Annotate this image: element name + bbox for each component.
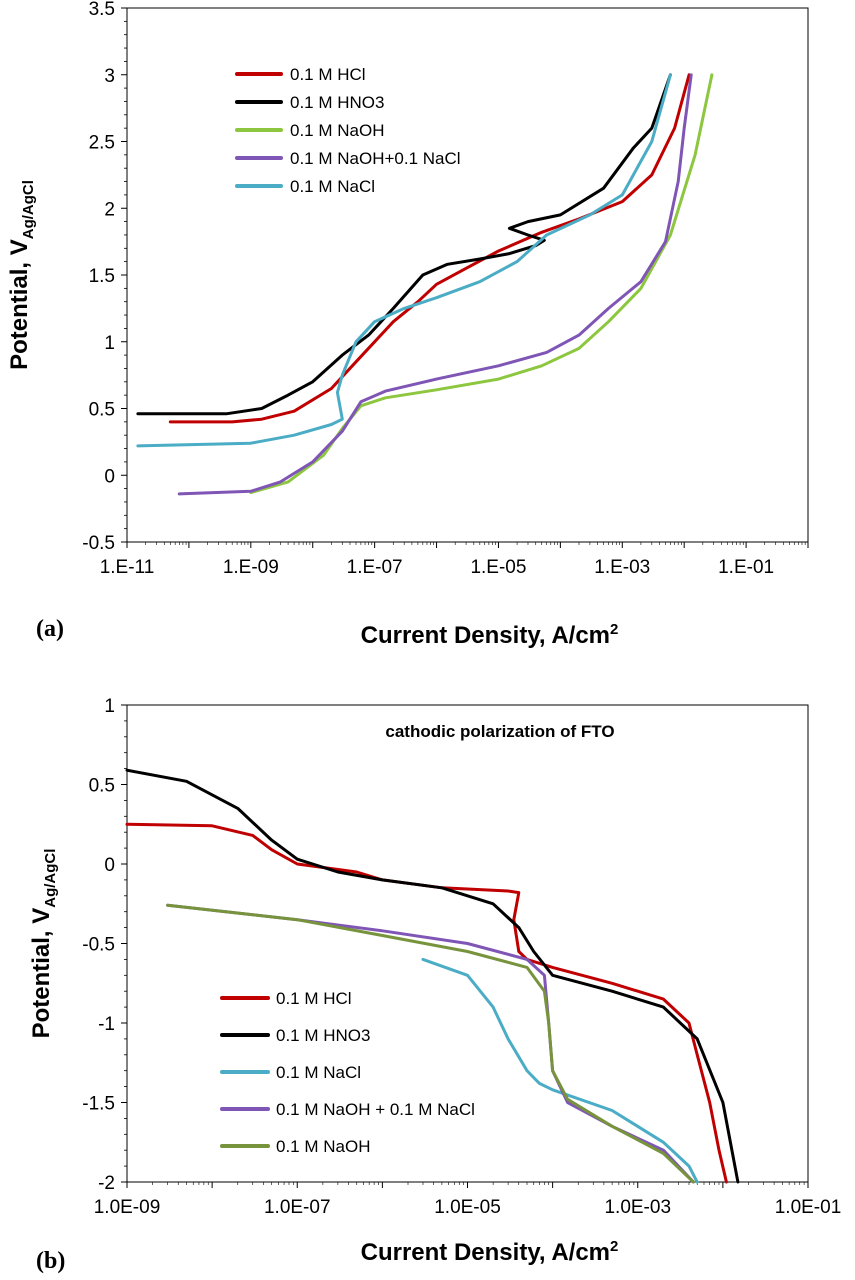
legend-label: 0.1 M NaOH + 0.1 M NaCl — [276, 1100, 475, 1119]
chart-panel-2: -2 -1.5 -1 -0.5 0 0.5 1 1.0E-09 1.0E-07 1.0E-05 1.… — [28, 696, 841, 1274]
y-tick-label: 1 — [104, 333, 115, 354]
series-line-1 — [168, 73, 691, 424]
series-line-4 — [177, 73, 693, 496]
series-line-2 — [136, 73, 672, 416]
y-tick-label: -1 — [98, 1014, 115, 1035]
series-line-1 — [125, 822, 728, 1184]
series-line-3 — [421, 957, 699, 1184]
panel-label: (b) — [36, 1248, 65, 1274]
x-tick-label: 1.E-03 — [594, 557, 650, 578]
legend-label: 0.1 M HCl — [276, 989, 352, 1008]
plot-area — [126, 7, 809, 543]
y-tick-label: -0.5 — [82, 533, 115, 554]
x-tick-label: 1.E-11 — [100, 557, 155, 578]
x-tick-label: 1.0E-03 — [604, 1197, 671, 1218]
y-tick-label: 3.5 — [89, 0, 115, 20]
x-axis-label: Current Density, A/cm2 — [361, 621, 619, 649]
y-tick-label: -2 — [98, 1173, 115, 1194]
x-tick-label: 1.E-09 — [223, 557, 279, 578]
y-tick-label: -1.5 — [82, 1094, 115, 1115]
series-line-5 — [166, 903, 695, 1184]
x-tick-label: 1.0E-09 — [94, 1197, 161, 1218]
y-tick-label: 3 — [104, 66, 115, 87]
y-tick-label: 2.5 — [89, 133, 115, 154]
y-tick-label: 0.5 — [89, 776, 115, 797]
y-tick-label: 0 — [104, 466, 115, 487]
chart-panel-1: -0.5 0 0.5 1 1.5 2 2.5 3 3.5 1.E-11 1.E-09 1.E-07 1.… — [6, 0, 809, 649]
legend-label: 0.1 M NaCl — [290, 177, 375, 196]
x-tick-label: 1.E-01 — [718, 557, 774, 578]
series-line-5 — [136, 73, 672, 448]
series-line-3 — [249, 73, 714, 495]
legend-label: 0.1 M HCl — [290, 65, 366, 84]
y-tick-label: 1.5 — [89, 266, 115, 287]
y-axis-label: Potential, VAg/AgCl — [6, 180, 37, 370]
panel-label: (a) — [36, 616, 64, 642]
x-tick-label: 1.0E-01 — [775, 1197, 842, 1218]
x-tick-label: 1.0E-05 — [434, 1197, 501, 1218]
legend-label: 0.1 M NaOH — [276, 1137, 370, 1156]
y-tick-label: 0 — [104, 855, 115, 876]
y-tick-label: 2 — [104, 199, 115, 220]
x-tick-label: 1.E-07 — [347, 557, 403, 578]
x-tick-label: 1.E-05 — [470, 557, 526, 578]
chart-title: cathodic polarization of FTO — [385, 722, 614, 741]
legend-label: 0.1 M HNO3 — [290, 93, 384, 112]
legend-label: 0.1 M NaOH — [290, 121, 384, 140]
y-axis-label: Potential, VAg/AgCl — [28, 849, 59, 1039]
x-tick-label: 1.0E-07 — [264, 1197, 331, 1218]
legend-label: 0.1 M HNO3 — [276, 1026, 370, 1045]
y-tick-label: 0.5 — [89, 400, 115, 421]
series-line-2 — [125, 768, 740, 1184]
y-tick-label: 1 — [104, 696, 115, 717]
legend-label: 0.1 M NaOH+0.1 NaCl — [290, 149, 461, 168]
x-axis-label: Current Density, A/cm2 — [361, 1238, 619, 1266]
series-line-4 — [166, 903, 695, 1184]
y-tick-label: -0.5 — [82, 935, 115, 956]
legend-label: 0.1 M NaCl — [276, 1063, 361, 1082]
